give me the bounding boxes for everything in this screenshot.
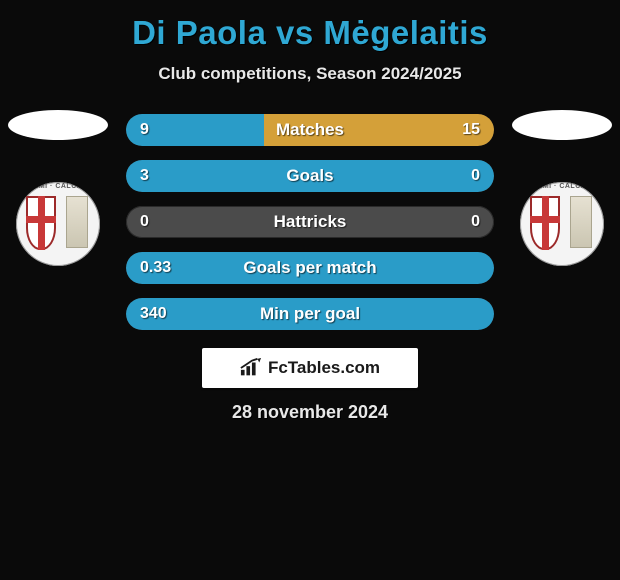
stat-label: Hattricks — [126, 206, 494, 238]
right-player-disc — [512, 110, 612, 140]
crest-cross-horizontal — [530, 216, 560, 223]
crest-ring-text: RIMI · CALCIO — [520, 183, 604, 190]
left-column: RIMI · CALCIO — [8, 112, 108, 266]
stat-label: Matches — [126, 114, 494, 146]
right-column: RIMI · CALCIO — [512, 112, 612, 266]
stat-label: Min per goal — [126, 298, 494, 330]
stat-row: 340Min per goal — [126, 298, 494, 330]
stat-label: Goals per match — [126, 252, 494, 284]
stat-label: Goals — [126, 160, 494, 192]
bar-chart-icon — [240, 358, 262, 378]
brand-text: FcTables.com — [268, 358, 380, 378]
stat-bars: 915Matches 30Goals 00Hattricks 0.33Goals pe… — [126, 112, 494, 330]
stat-row: 30Goals — [126, 160, 494, 192]
crest-cross-vertical — [38, 196, 45, 250]
crest-cross-vertical — [542, 196, 549, 250]
comparison-panel: Di Paola vs Mėgelaitis Club competitions… — [0, 0, 620, 433]
stat-row: 915Matches — [126, 114, 494, 146]
page-title: Di Paola vs Mėgelaitis — [8, 14, 612, 52]
brand-box[interactable]: FcTables.com — [202, 348, 418, 388]
main-row: RIMI · CALCIO 915Matches 30Goals 00Hattric… — [8, 112, 612, 330]
crest-ring-text: RIMI · CALCIO — [16, 183, 100, 190]
stat-row: 00Hattricks — [126, 206, 494, 238]
crest-tower — [570, 196, 592, 248]
date-label: 28 november 2024 — [8, 402, 612, 423]
left-club-crest: RIMI · CALCIO — [16, 182, 100, 266]
crest-tower — [66, 196, 88, 248]
subtitle: Club competitions, Season 2024/2025 — [8, 64, 612, 84]
right-club-crest: RIMI · CALCIO — [520, 182, 604, 266]
crest-cross-horizontal — [26, 216, 56, 223]
left-player-disc — [8, 110, 108, 140]
stat-row: 0.33Goals per match — [126, 252, 494, 284]
